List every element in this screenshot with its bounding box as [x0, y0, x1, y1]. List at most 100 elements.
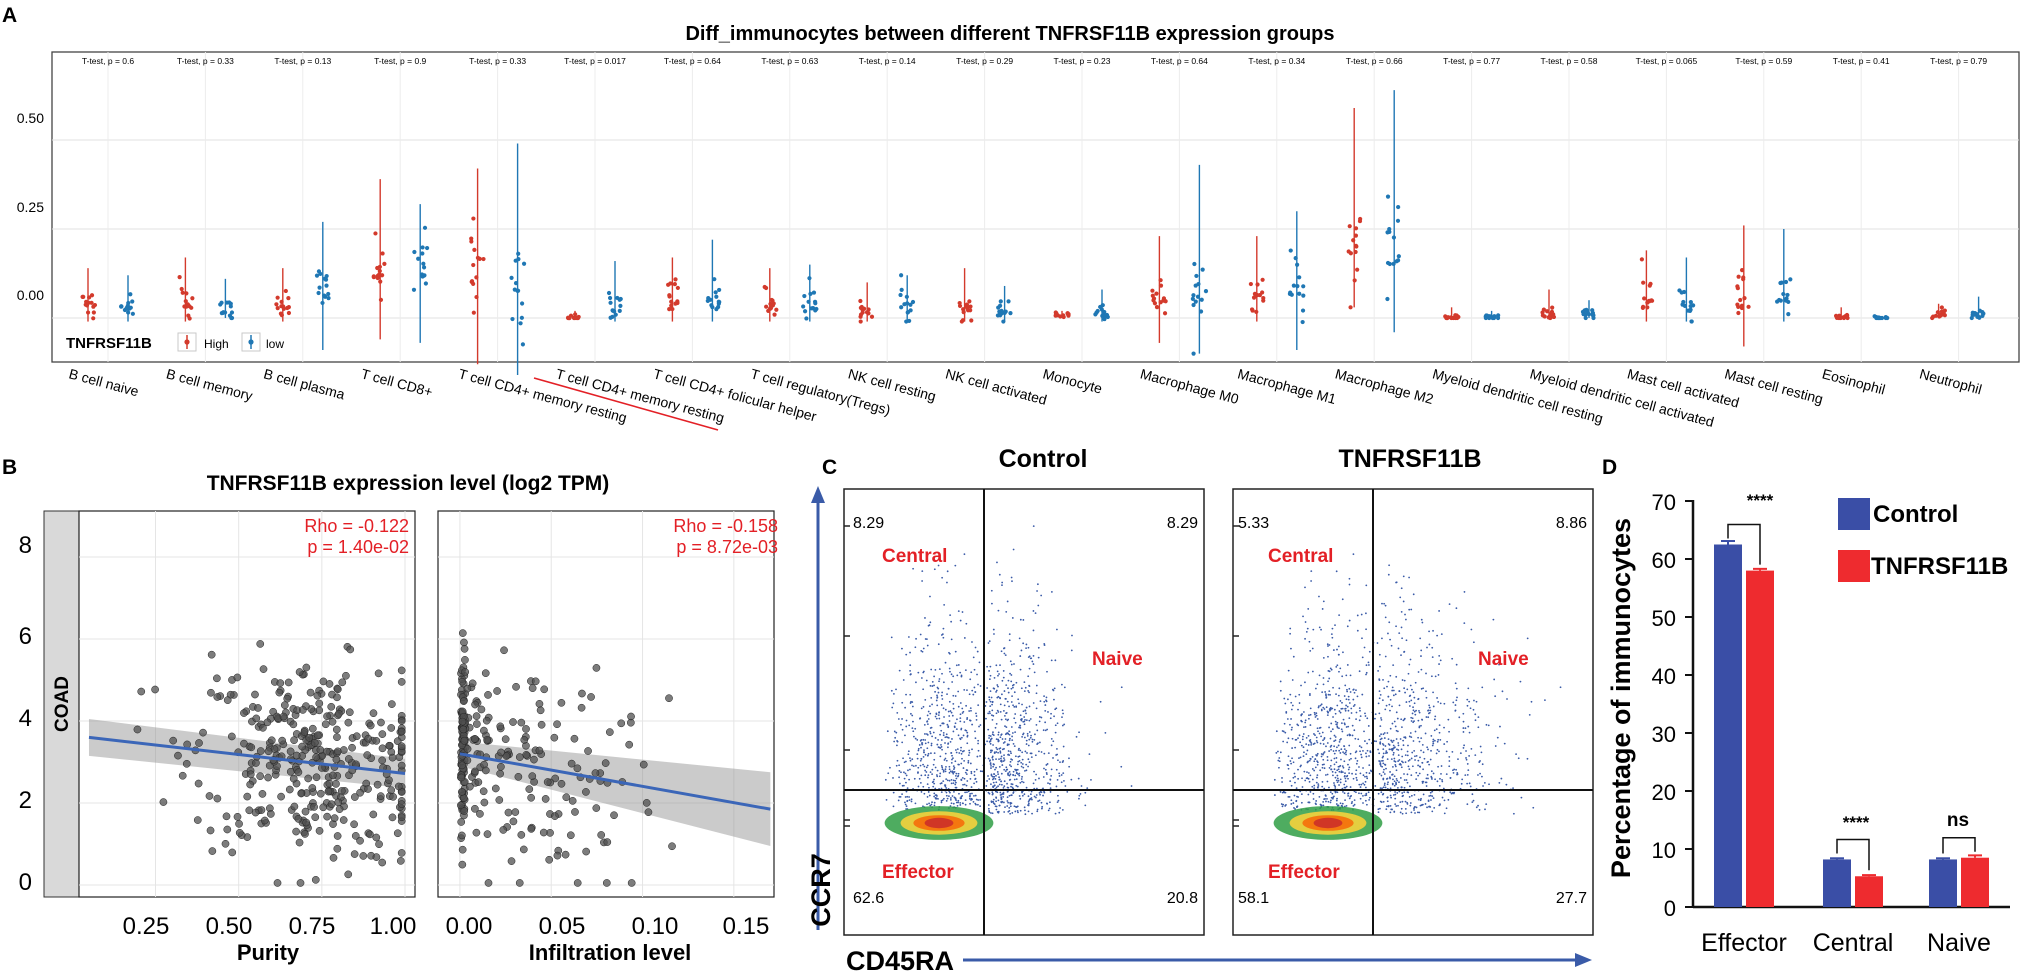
c-dot-1: [1429, 758, 1432, 761]
c-dot-1: [1340, 722, 1343, 725]
b-point-0: [205, 792, 214, 800]
c-dot-1: [1289, 632, 1291, 635]
b-point-0: [374, 669, 383, 678]
c-dot-0: [993, 633, 995, 635]
c-dot-1: [1325, 697, 1328, 699]
c-dot-1: [1485, 803, 1488, 806]
c-dot-0: [909, 712, 912, 715]
c-dot-0: [910, 800, 913, 803]
c-dot-1: [1336, 769, 1339, 772]
c-dot-1: [1512, 812, 1515, 815]
a-point-high-2: [286, 296, 291, 301]
c-dot-1: [1419, 799, 1422, 802]
c-dot-0: [922, 647, 925, 650]
c-dot-1: [1329, 693, 1331, 696]
c-dot-1: [1464, 727, 1467, 730]
c-dot-0: [993, 687, 996, 690]
c-dot-1: [1278, 766, 1280, 769]
c-dot-1: [1412, 740, 1415, 742]
c-dot-1: [1398, 690, 1401, 692]
c-dot-0: [985, 717, 987, 720]
c-dot-0: [999, 791, 1002, 794]
b-point-1: [528, 772, 537, 780]
c-dot-1: [1348, 702, 1351, 704]
c-dot-1: [1400, 748, 1403, 751]
c-dot-0: [908, 724, 911, 727]
c-dot-0: [1048, 807, 1051, 810]
c-dot-1: [1333, 740, 1336, 743]
b-point-0: [350, 820, 358, 829]
a-point-high-5: [567, 315, 572, 321]
c-dot-1: [1282, 730, 1285, 733]
c-dot-1: [1317, 730, 1319, 733]
b-point-0: [342, 671, 350, 680]
c-dot-0: [991, 812, 994, 815]
c-dot-1: [1479, 772, 1481, 775]
c-dot-1: [1412, 593, 1415, 596]
c-dot-0: [896, 759, 899, 762]
c-dot-0: [1025, 739, 1028, 742]
c-dot-0: [936, 743, 939, 746]
a-point-high-2: [275, 295, 280, 300]
c-dot-1: [1472, 799, 1475, 802]
c-dot-0: [920, 774, 923, 777]
c-dot-0: [1000, 796, 1003, 799]
c-dot-0: [1012, 704, 1014, 707]
b-point-0: [223, 696, 232, 704]
c-dot-1: [1355, 762, 1358, 765]
c-dot-1: [1307, 608, 1310, 610]
c-dot-0: [995, 738, 998, 741]
c-dot-1: [1338, 784, 1340, 786]
c-dot-0: [992, 777, 995, 780]
c-dot-1: [1356, 614, 1359, 617]
c-dot-0: [957, 664, 960, 666]
c-dot-0: [913, 777, 916, 780]
c-dot-0: [939, 733, 941, 736]
c-dot-0: [1012, 792, 1015, 794]
b-point-0: [223, 825, 232, 834]
a-point-low-19: [1972, 312, 1977, 317]
c-dot-0: [915, 681, 917, 684]
c-dot-1: [1381, 793, 1384, 796]
c-dot-1: [1308, 714, 1310, 717]
c-dot-0: [969, 762, 972, 765]
c-dot-0: [911, 714, 914, 717]
c-dot-0: [904, 796, 907, 798]
c-dot-1: [1421, 761, 1424, 764]
c-dot-1: [1446, 740, 1448, 743]
b-point-0: [252, 759, 260, 767]
a-point-high-8: [858, 305, 863, 310]
c-dot-1: [1342, 651, 1344, 654]
c-dot-0: [993, 773, 996, 776]
c-dot-1: [1390, 739, 1393, 742]
c-dot-0: [978, 725, 980, 728]
c-dot-1: [1395, 777, 1398, 780]
c-dot-1: [1345, 674, 1348, 677]
a-point-low-7: [813, 301, 818, 306]
c-dot-0: [1022, 710, 1025, 713]
c-dot-1: [1467, 725, 1470, 728]
a-point-low-16: [1688, 300, 1693, 305]
c-dot-1: [1422, 687, 1425, 690]
c-dot-1: [1348, 766, 1351, 769]
c-dot-0: [1044, 704, 1047, 706]
panel-a-marks: [80, 90, 1986, 375]
c-dot-1: [1382, 771, 1385, 774]
c-dot-0: [1061, 761, 1064, 763]
b-point-0: [227, 732, 236, 741]
c-dot-0: [1004, 654, 1007, 657]
c-dot-0: [931, 768, 934, 771]
a-point-high-13: [1355, 267, 1360, 272]
c-dot-0: [934, 787, 937, 790]
c-dot-0: [991, 756, 994, 759]
b-point-0: [364, 734, 373, 743]
c-dot-0: [969, 802, 971, 805]
c-dot-0: [1006, 782, 1008, 785]
c-dot-0: [1035, 794, 1038, 796]
c-dot-0: [1022, 781, 1025, 784]
c-dot-1: [1399, 777, 1402, 779]
c-dot-0: [912, 730, 915, 733]
b-point-1: [491, 784, 500, 793]
c-dot-0: [959, 801, 962, 804]
c-dot-1: [1343, 760, 1346, 763]
